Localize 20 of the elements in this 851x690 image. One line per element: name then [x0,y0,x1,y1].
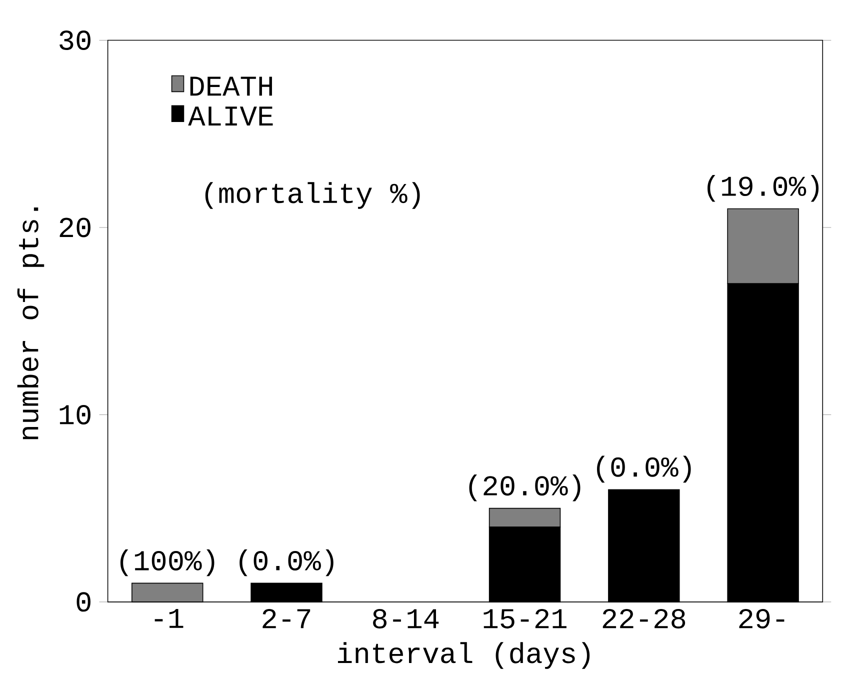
x-axis-title: interval (days) [338,642,590,669]
annotation: (0.0%) [240,549,334,576]
x-tick-label: 15-21 [484,609,566,629]
y-tick-label: 0 [76,592,90,612]
x-tick-label: 22-28 [602,609,686,629]
x-tick-label: 2-7 [262,609,310,628]
y-axis-title: number of pts. [17,208,44,440]
x-tick-label: 29- [739,609,784,629]
annotation: (20.0%) [469,474,580,502]
legend-label: ALIVE [188,106,273,126]
y-tick-label: 20 [60,218,90,238]
x-tick-label: 8-14 [373,609,439,629]
y-tick-label: 10 [60,405,90,425]
x-tick-label: -1 [154,609,184,628]
annotation: (0.0%) [597,456,691,483]
annotation: (100%) [120,549,214,576]
annotation: (19.0%) [708,175,819,202]
y-tick-label: 30 [60,30,90,50]
annotation: (mortality %) [205,182,420,209]
legend-label: DEATH [190,76,272,96]
